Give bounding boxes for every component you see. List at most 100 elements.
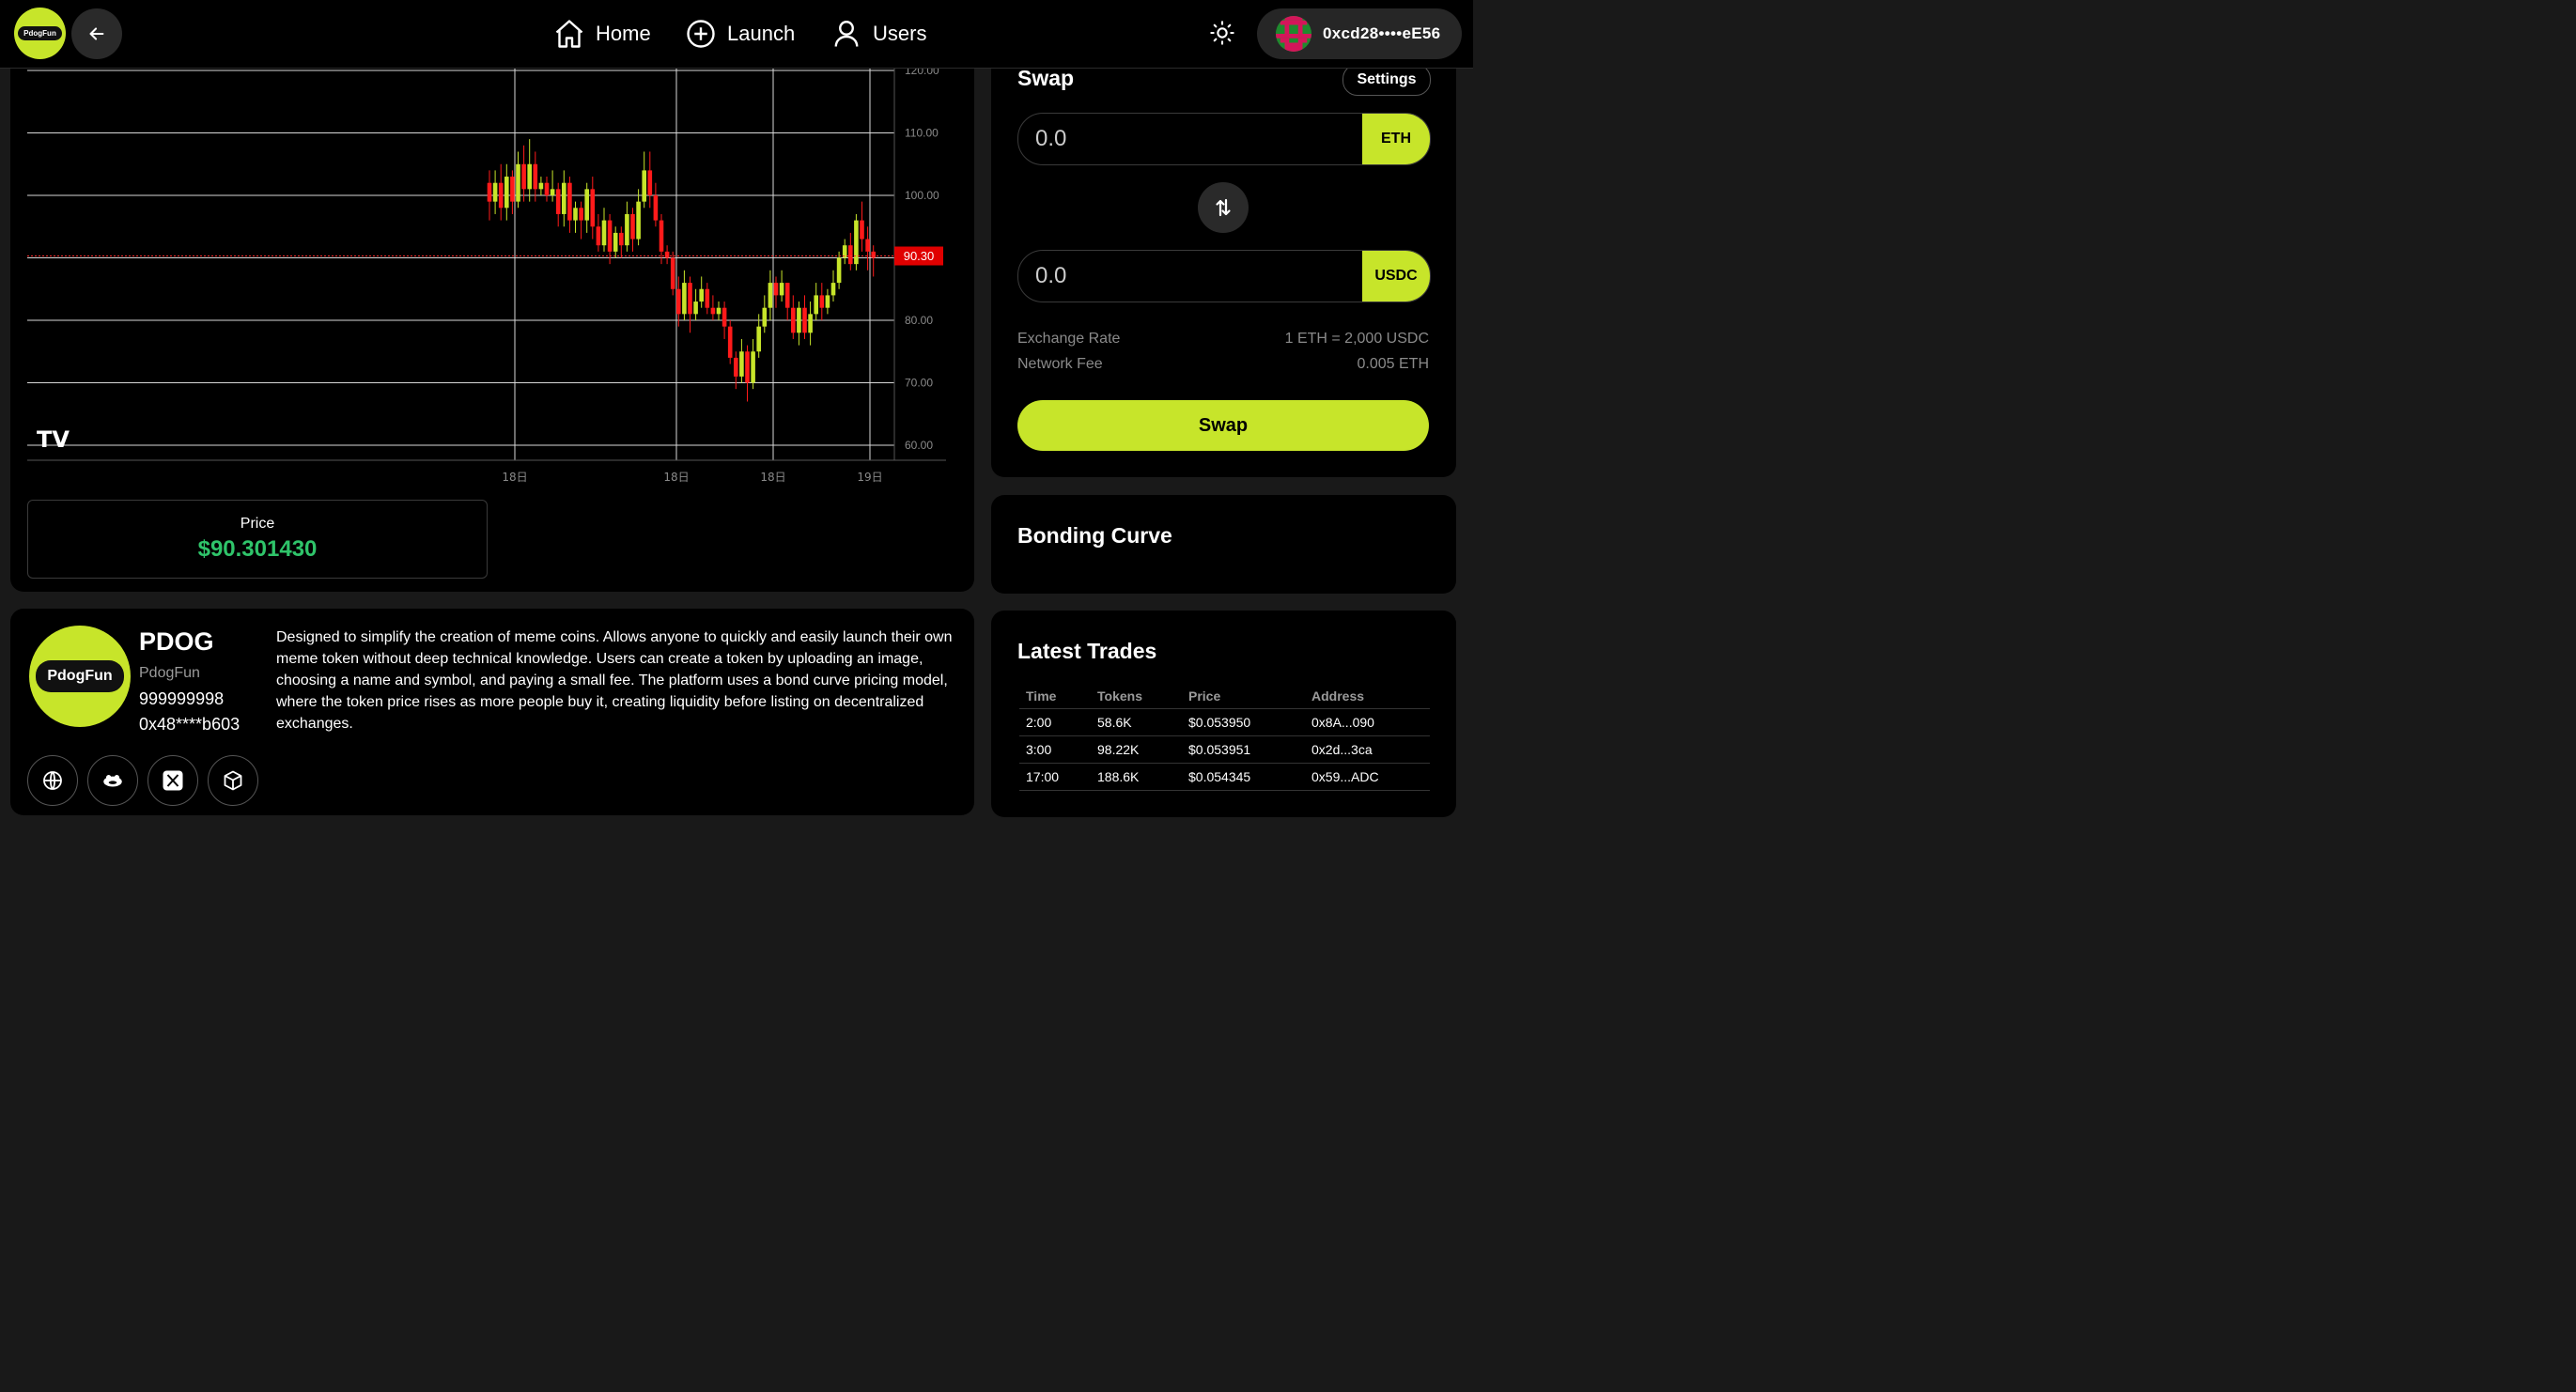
candle-body (705, 288, 710, 308)
candle-body (779, 283, 784, 296)
candle-body (699, 288, 704, 302)
candlestick-chart[interactable]: 120.00110.00100.0090.0080.0070.0060.0018… (10, 58, 974, 490)
exchange-rate-row: Exchange Rate 1 ETH = 2,000 USDC (1017, 331, 1429, 348)
y-tick-label: 110.00 (905, 127, 939, 140)
price-label: Price (240, 516, 275, 532)
y-tick-label: 60.00 (905, 439, 933, 452)
chart-panel: 120.00110.00100.0090.0080.0070.0060.0018… (10, 58, 974, 592)
candle-body (596, 226, 601, 246)
candle-body (504, 177, 509, 209)
trade-tokens: 58.6K (1091, 708, 1182, 736)
candle-body (739, 351, 744, 377)
candle-body (636, 201, 641, 240)
table-row[interactable]: 17:00 188.6K $0.054345 0x59...ADC (1019, 763, 1430, 791)
token-subtitle: PdogFun (139, 665, 200, 681)
trade-time: 2:00 (1019, 708, 1091, 736)
candle-body (860, 220, 864, 240)
trade-time: 17:00 (1019, 763, 1091, 791)
wallet-button[interactable]: 0xcd28••••eE56 (1257, 8, 1462, 59)
candle-body (722, 307, 727, 327)
back-button[interactable] (71, 8, 122, 59)
candle-body (676, 288, 681, 315)
settings-button[interactable]: Settings (1342, 64, 1431, 96)
candle-body (814, 295, 818, 315)
table-row[interactable]: 2:00 58.6K $0.053950 0x8A...090 (1019, 708, 1430, 736)
wallet-address: 0xcd28••••eE56 (1323, 24, 1441, 42)
trade-time: 3:00 (1019, 735, 1091, 764)
theme-toggle[interactable] (1207, 18, 1237, 48)
trades-header-row: Time Tokens Price Address (1019, 684, 1430, 709)
from-amount-input[interactable] (1018, 114, 1362, 164)
app-logo[interactable]: PdogFun (14, 8, 66, 59)
trade-tokens: 188.6K (1091, 763, 1182, 791)
candle-body (573, 208, 578, 221)
arrow-left-icon (89, 27, 104, 40)
from-token-button[interactable]: ETH (1362, 114, 1430, 164)
candle-body (745, 351, 750, 383)
exchange-rate-label: Exchange Rate (1017, 331, 1121, 347)
x-tick-label: 18日 (663, 471, 689, 484)
candle-body (688, 283, 692, 315)
website-link[interactable] (27, 755, 78, 806)
trade-price: $0.054345 (1182, 763, 1305, 791)
nav-home[interactable]: Home (552, 13, 651, 54)
bonding-curve-panel: Bonding Curve (991, 495, 1456, 594)
candle-body (751, 351, 755, 383)
home-icon (555, 20, 583, 48)
wallet-avatar (1276, 16, 1311, 52)
trade-tokens: 98.22K (1091, 735, 1182, 764)
x-tick-label: 19日 (857, 471, 882, 484)
candle-body (544, 182, 550, 195)
col-address: Address (1305, 684, 1430, 709)
bonding-curve-title: Bonding Curve (1017, 523, 1172, 548)
candle-body (784, 283, 790, 308)
swap-title: Swap (1017, 66, 1075, 90)
candle-body (871, 251, 876, 258)
nav-launch[interactable]: Launch (684, 13, 795, 54)
candle-body (808, 314, 813, 333)
candle-body (510, 177, 515, 202)
nav-users[interactable]: Users (830, 13, 926, 54)
x-link[interactable] (147, 755, 198, 806)
token-info-panel: PdogFun PDOG PdogFun 999999998 0x48****b… (10, 609, 974, 815)
contract-link[interactable] (208, 755, 258, 806)
candle-body (647, 170, 653, 195)
trade-address[interactable]: 0x8A...090 (1305, 708, 1430, 736)
app-logo-text: PdogFun (18, 26, 62, 40)
candle-body (498, 182, 504, 209)
nav-home-label: Home (596, 22, 651, 45)
token-address[interactable]: 0x48****b603 (139, 715, 241, 734)
candle-body (756, 326, 761, 352)
candle-body (727, 326, 733, 358)
latest-trades-title: Latest Trades (1017, 639, 1157, 663)
trade-address[interactable]: 0x59...ADC (1305, 763, 1430, 791)
to-amount-input[interactable] (1018, 251, 1362, 302)
x-icon (163, 770, 183, 791)
candle-body (693, 302, 698, 315)
candle-body (797, 307, 801, 333)
plus-circle-icon (687, 20, 715, 48)
to-token-button[interactable]: USDC (1362, 251, 1430, 302)
user-icon (834, 21, 859, 47)
candle-body (710, 307, 716, 315)
globe-icon (43, 771, 62, 790)
candle-body (630, 213, 635, 240)
swap-arrows-icon (1216, 198, 1231, 217)
price-value: $90.301430 (197, 536, 318, 562)
nav-users-label: Users (873, 22, 927, 45)
swap-button[interactable]: Swap (1017, 400, 1429, 451)
candle-body (734, 357, 738, 377)
swap-panel: Swap Settings ETH USDC Exchange Rate 1 E… (991, 58, 1456, 477)
trade-address[interactable]: 0x2d...3ca (1305, 735, 1430, 764)
exchange-rate-value: 1 ETH = 2,000 USDC (1284, 331, 1429, 347)
trade-price: $0.053951 (1182, 735, 1305, 764)
candle-body (848, 245, 853, 265)
candle-body (682, 283, 687, 315)
candle-body (492, 182, 498, 202)
table-row[interactable]: 3:00 98.22K $0.053951 0x2d...3ca (1019, 735, 1430, 764)
telegram-link[interactable] (87, 755, 138, 806)
token-description: Designed to simplify the creation of mem… (276, 629, 953, 732)
candle-body (613, 232, 618, 252)
flip-tokens-button[interactable] (1198, 182, 1249, 233)
candle-body (590, 189, 596, 227)
